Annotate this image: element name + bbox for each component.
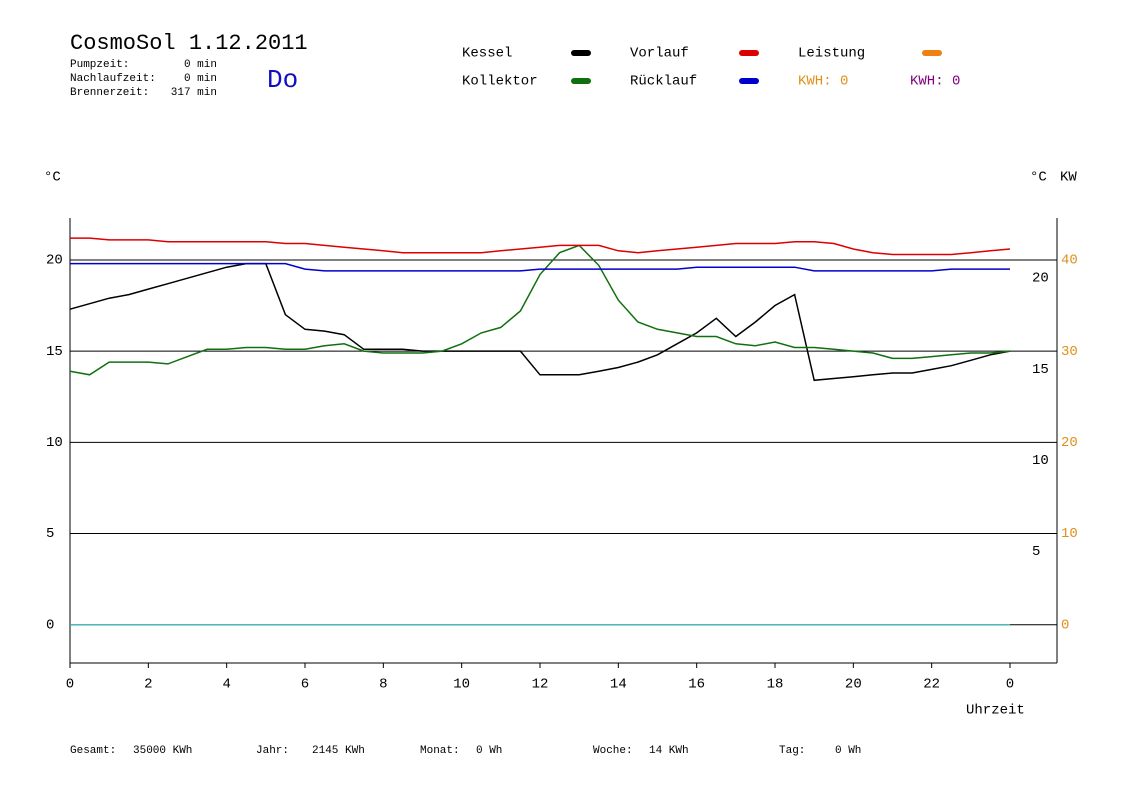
series-line	[70, 237, 1011, 256]
x-tick-label: 0	[1006, 677, 1014, 693]
x-axis-label: Uhrzeit	[966, 703, 1025, 719]
footer-label: Tag:	[779, 745, 805, 757]
y2-tick-label: 30	[1061, 344, 1078, 360]
y2-axis-label: KW	[1060, 170, 1077, 186]
y-tick-label: 5	[46, 526, 54, 542]
x-tick-label: 16	[688, 677, 705, 693]
chart-title: CosmoSol 1.12.2011	[70, 31, 308, 56]
legend-label: Vorlauf	[630, 46, 689, 62]
legend-label: Kollektor	[462, 74, 538, 90]
y2-tick-label: 0	[1061, 617, 1069, 633]
footer-label: Gesamt:	[70, 745, 116, 757]
info-label: Pumpzeit:	[70, 59, 129, 71]
y-tick-label-right: 10	[1032, 453, 1049, 469]
y-tick-label: 0	[46, 617, 54, 633]
x-tick-label: 10	[453, 677, 470, 693]
footer-value: 2145 KWh	[312, 745, 365, 757]
info-label: Nachlaufzeit:	[70, 73, 156, 85]
footer-value: 14 KWh	[649, 745, 689, 757]
y2-tick-label: 10	[1061, 526, 1078, 542]
y-axis-label-right: °C	[1030, 170, 1047, 186]
x-tick-label: 22	[923, 677, 940, 693]
legend-label: Leistung	[798, 46, 865, 62]
kwh-label: KWH: 0	[910, 74, 960, 90]
y-tick-label: 20	[46, 253, 63, 269]
footer-value: 0 Wh	[476, 745, 502, 757]
info-value: 0 min	[184, 73, 217, 85]
y-axis-label: °C	[44, 170, 61, 186]
footer-label: Jahr:	[256, 745, 289, 757]
x-tick-label: 8	[379, 677, 387, 693]
x-tick-label: 20	[845, 677, 862, 693]
y-tick-label-right: 5	[1032, 544, 1040, 560]
x-tick-label: 2	[144, 677, 152, 693]
y-tick-label-right: 15	[1032, 362, 1049, 378]
x-tick-label: 18	[767, 677, 784, 693]
info-value: 317 min	[171, 87, 217, 99]
y-tick-label: 10	[46, 435, 63, 451]
series-line	[69, 262, 1011, 382]
x-tick-label: 6	[301, 677, 309, 693]
info-value: 0 min	[184, 59, 217, 71]
footer-label: Woche:	[593, 745, 633, 757]
series-line	[69, 244, 1011, 376]
kwh-label: KWH: 0	[798, 74, 848, 90]
y2-tick-label: 40	[1061, 253, 1078, 269]
info-label: Brennerzeit:	[70, 87, 149, 99]
footer-value: 0 Wh	[835, 745, 861, 757]
series-line	[70, 262, 1010, 272]
x-tick-label: 4	[222, 677, 230, 693]
footer-label: Monat:	[420, 745, 460, 757]
x-tick-label: 14	[610, 677, 627, 693]
y-tick-label-right: 20	[1032, 271, 1049, 287]
day: Do	[267, 65, 298, 95]
legend-label: Kessel	[462, 46, 512, 62]
x-tick-label: 0	[66, 677, 74, 693]
legend-label: Rücklauf	[630, 74, 697, 90]
x-tick-label: 12	[532, 677, 549, 693]
y-tick-label: 15	[46, 344, 63, 360]
footer-value: 35000 KWh	[133, 745, 192, 757]
y2-tick-label: 20	[1061, 435, 1078, 451]
